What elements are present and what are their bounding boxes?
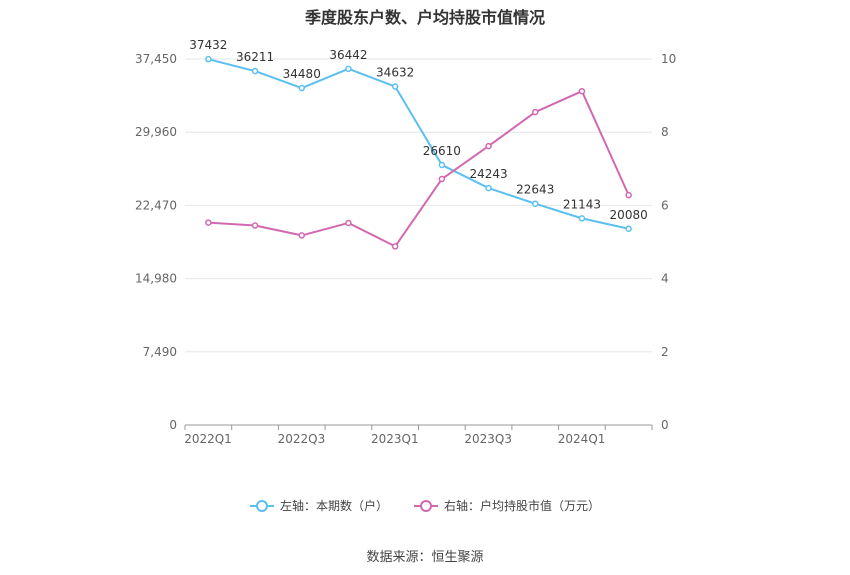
series-line-households [208, 58, 629, 230]
x-axis-tick-label: 2024Q1 [558, 432, 606, 446]
x-axis-tick-label: 2022Q1 [184, 432, 232, 446]
data-point [625, 225, 632, 233]
grid-lines [185, 58, 652, 353]
data-point [205, 55, 212, 63]
x-axis-tick-label: 2023Q1 [371, 432, 419, 446]
x-axis-tick-label: 2022Q3 [278, 432, 326, 446]
data-label: 37432 [189, 38, 227, 52]
data-point [485, 142, 492, 150]
data-point [485, 184, 492, 192]
left-axis-tick-label: 37,450 [135, 52, 177, 66]
data-source: 数据来源：恒生聚源 [366, 550, 484, 565]
data-point [391, 243, 399, 250]
data-point [345, 65, 352, 73]
left-axis-tick-label: 22,470 [135, 198, 177, 212]
data-label: 36211 [236, 50, 274, 64]
data-label: 24243 [469, 167, 507, 181]
right-axis-tick-label: 0 [661, 418, 669, 432]
right-axis-tick-label: 6 [661, 198, 669, 212]
data-point [532, 200, 539, 207]
left-axis-tick-label: 0 [169, 418, 177, 432]
data-point [391, 83, 399, 90]
data-point [438, 175, 446, 183]
axes: 0 7,490 14,980 22,470 29,960 37,450 0 2 4 6 8 10 202… [135, 52, 676, 446]
right-axis-tick-label: 8 [661, 125, 669, 139]
legend-label-market-value: 右轴：户均持股市值（万元） [444, 499, 601, 513]
right-axis-tick-label: 4 [661, 272, 669, 286]
data-point [205, 219, 212, 226]
legend-item-households[interactable]: 左轴：本期数（户） [249, 497, 388, 514]
right-axis-tick-label: 10 [661, 52, 676, 66]
data-label: 36442 [329, 48, 367, 62]
data-point [251, 67, 259, 75]
data-point [298, 84, 305, 92]
data-label: 21143 [563, 197, 601, 211]
data-label: 22643 [516, 183, 554, 197]
data-label: 20080 [610, 208, 648, 222]
data-point [438, 161, 446, 169]
data-point [578, 215, 586, 222]
data-point [345, 219, 352, 227]
legend-marker-households [249, 499, 274, 512]
chart-title: 季度股东户数、户均持股市值情况 [304, 8, 545, 27]
left-axis-tick-label: 29,960 [135, 125, 177, 139]
series-line-market-value [208, 90, 630, 248]
data-labels: 37432 36211 34480 36442 34632 26610 24243 22643… [189, 38, 647, 222]
series-lines [205, 55, 632, 250]
legend-marker-market-value [414, 499, 438, 512]
data-label: 34480 [283, 67, 321, 81]
data-point [625, 191, 632, 199]
right-axis-tick-label: 2 [661, 345, 669, 359]
data-label: 34632 [376, 66, 414, 80]
data-label: 26610 [423, 144, 461, 158]
legend: 左轴：本期数（户） 右轴：户均持股市值（万元） [0, 497, 850, 514]
data-point [298, 232, 305, 239]
legend-label-households: 左轴：本期数（户） [279, 499, 388, 513]
data-point [578, 87, 586, 95]
left-axis-tick-label: 14,980 [135, 272, 177, 286]
data-point [251, 222, 259, 229]
left-axis-tick-label: 7,490 [143, 345, 177, 359]
legend-item-market-value[interactable]: 右轴：户均持股市值（万元） [414, 497, 600, 514]
data-point [532, 108, 539, 116]
x-axis-tick-label: 2023Q3 [464, 432, 512, 446]
